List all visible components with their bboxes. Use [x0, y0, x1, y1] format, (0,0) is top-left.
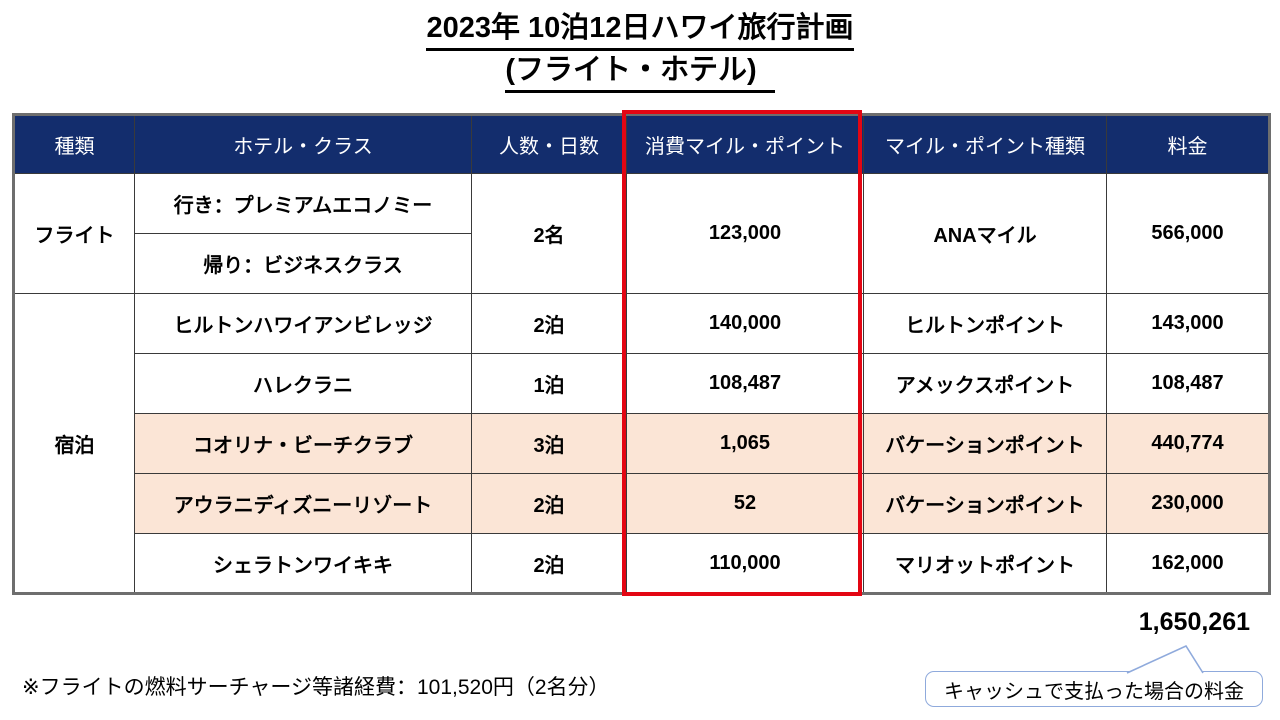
hotel-points-cell: 1,065	[626, 413, 864, 474]
hotel-price-cell: 440,774	[1106, 413, 1270, 474]
header-type: 種類	[13, 114, 135, 174]
hotel-points-cell: 110,000	[626, 533, 864, 594]
hotel-nights-cell: 2泊	[471, 293, 627, 354]
hotel-name-cell: アウラニディズニーリゾート	[134, 473, 472, 534]
flight-group-cell: フライト	[13, 173, 135, 294]
table-row-flight-return: 帰り：ビジネスクラス	[14, 233, 1270, 294]
hotel-point-type-cell: バケーションポイント	[863, 413, 1107, 474]
hotel-price-cell: 230,000	[1106, 473, 1270, 534]
header-miles-points: 消費マイル・ポイント	[626, 114, 864, 174]
hotel-nights-cell: 3泊	[471, 413, 627, 474]
fuel-surcharge-note: ※フライトの燃料サーチャージ等諸経費：101,520円（2名分）	[22, 676, 610, 699]
cash-payment-callout: キャッシュで支払った場合の料金	[925, 671, 1263, 707]
hotel-points-cell: 140,000	[626, 293, 864, 354]
cash-payment-callout-label: キャッシュで支払った場合の料金	[944, 680, 1244, 703]
header-point-type: マイル・ポイント種類	[863, 114, 1107, 174]
header-row: 種類 ホテル・クラス 人数・日数 消費マイル・ポイント マイル・ポイント種類 料…	[13, 114, 1270, 174]
header-hotel-class: ホテル・クラス	[134, 114, 472, 174]
hotel-point-type-cell: マリオットポイント	[863, 533, 1107, 594]
table-row-hotel-halekulani: ハレクラニ 1泊 108,487 アメックスポイント 108,487	[14, 353, 1270, 414]
table-row-hotel-aulani: アウラニディズニーリゾート 2泊 52 バケーションポイント 230,000	[14, 473, 1270, 534]
hotel-nights-cell: 1泊	[471, 353, 627, 414]
flight-price-cell: 566,000	[1106, 173, 1270, 294]
flight-point-type-cell: ANAマイル	[863, 173, 1107, 294]
hotel-points-cell: 108,487	[626, 353, 864, 414]
hotel-price-cell: 108,487	[1106, 353, 1270, 414]
flight-people-cell: 2名	[471, 173, 627, 294]
table-row-hotel-koolina: コオリナ・ビーチクラブ 3泊 1,065 バケーションポイント 440,774	[14, 413, 1270, 474]
title-line1: 2023年 10泊12日ハワイ旅行計画	[426, 9, 854, 51]
hotel-nights-cell: 2泊	[471, 533, 627, 594]
table-row-hotel-sheraton: シェラトンワイキキ 2泊 110,000 マリオットポイント 162,000	[14, 533, 1270, 594]
hotel-point-type-cell: ヒルトンポイント	[863, 293, 1107, 354]
hotel-point-type-cell: バケーションポイント	[863, 473, 1107, 534]
hotel-name-cell: ヒルトンハワイアンビレッジ	[134, 293, 472, 354]
flight-return-class-cell: 帰り：ビジネスクラス	[134, 233, 472, 294]
hotel-name-cell: ハレクラニ	[134, 353, 472, 414]
table-row-flight-outbound: フライト 行き：プレミアムエコノミー 2名 123,000 ANAマイル 566…	[13, 173, 1270, 294]
trip-plan-table: 種類 ホテル・クラス 人数・日数 消費マイル・ポイント マイル・ポイント種類 料…	[12, 113, 1271, 595]
page-title: 2023年 10泊12日ハワイ旅行計画 (フライト・ホテル)	[0, 9, 1280, 93]
hotel-points-cell: 52	[626, 473, 864, 534]
flight-outbound-class-cell: 行き：プレミアムエコノミー	[134, 173, 472, 234]
title-line2: (フライト・ホテル)	[505, 51, 775, 93]
hotel-price-cell: 162,000	[1106, 533, 1270, 594]
total-cash-price: 1,650,261	[1138, 608, 1250, 636]
flight-miles-cell: 123,000	[626, 173, 864, 294]
header-people-days: 人数・日数	[471, 114, 627, 174]
hotel-nights-cell: 2泊	[471, 473, 627, 534]
hotel-name-cell: コオリナ・ビーチクラブ	[134, 413, 472, 474]
hotel-price-cell: 143,000	[1106, 293, 1270, 354]
hotel-point-type-cell: アメックスポイント	[863, 353, 1107, 414]
hotel-group-cell: 宿泊	[13, 293, 135, 594]
hotel-name-cell: シェラトンワイキキ	[134, 533, 472, 594]
header-price: 料金	[1106, 114, 1270, 174]
table-row-hotel-hilton: 宿泊 ヒルトンハワイアンビレッジ 2泊 140,000 ヒルトンポイント 143…	[13, 293, 1270, 594]
